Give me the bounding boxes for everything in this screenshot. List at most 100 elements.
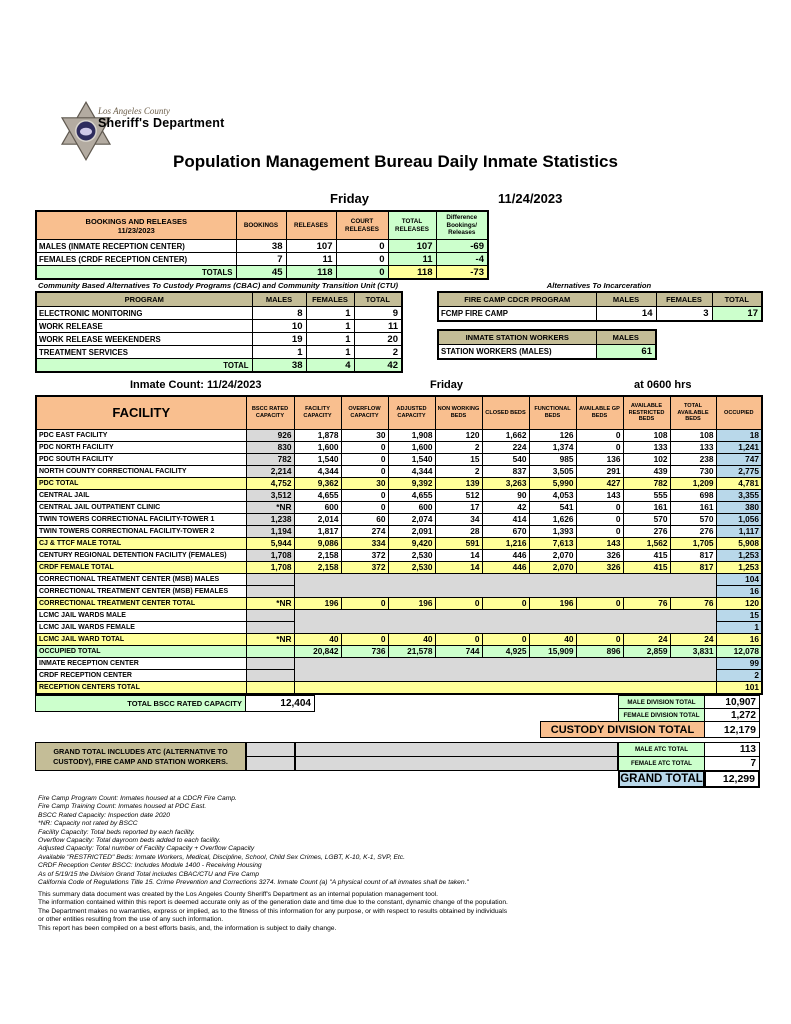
- facility-value: 2,014: [293, 513, 342, 526]
- facility-column-header: CLOSED BEDS: [481, 395, 530, 430]
- fire-camp-header-row: FIRE CAMP CDCR PROGRAM MALES FEMALES TOT…: [437, 291, 763, 307]
- cbac-table: PROGRAM MALES FEMALES TOTAL ELECTRONIC MONI…: [35, 291, 403, 373]
- facility-value: 570: [669, 513, 717, 526]
- inmate-count-day: Friday: [430, 379, 464, 391]
- facility-value: 1,393: [528, 525, 577, 538]
- bookings-column-header: Difference Bookings/ Releases: [435, 210, 489, 240]
- facility-value: 0: [340, 441, 389, 454]
- occupied-total-value: 896: [575, 645, 624, 658]
- facility-total-value: 143: [575, 537, 624, 550]
- facility-column-header: ADJUSTED CAPACITY: [387, 395, 436, 430]
- facility-value: 3,355: [715, 489, 763, 502]
- facility-value: 541: [528, 501, 577, 514]
- facility-value: 0: [575, 525, 624, 538]
- facility-total-value: 326: [575, 561, 624, 574]
- facility-value: 30: [340, 429, 389, 442]
- grand-total-row: GRAND TOTAL 12,299: [618, 770, 760, 788]
- female-atc-total-value: 7: [704, 756, 760, 771]
- facility-total-value: 1,253: [715, 561, 763, 574]
- facility-value: 90: [481, 489, 530, 502]
- facility-row-label: LCMC JAIL WARDS FEMALE: [35, 621, 247, 634]
- facility-total-value: 372: [340, 561, 389, 574]
- facility-value: 1,540: [387, 453, 436, 466]
- facility-total-value: 2,070: [528, 561, 577, 574]
- facility-value: 238: [669, 453, 717, 466]
- facility-value: 372: [340, 549, 389, 562]
- atc-note-box: GRAND TOTAL INCLUDES ATC (ALTERNATIVE TO…: [35, 742, 246, 771]
- custody-division-total-label: CUSTODY DIVISION TOTAL: [540, 721, 705, 738]
- male-division-total-label: MALE DIVISION TOTAL: [618, 695, 705, 709]
- facility-value: 120: [434, 429, 483, 442]
- facility-row: PDC SOUTH FACILITY 782 1,540 0 1,540 15 540 985…: [35, 453, 763, 466]
- facility-value: 830: [245, 441, 295, 454]
- facility-value: 15: [434, 453, 483, 466]
- cbac-section-title: Community Based Alternatives To Custody …: [38, 281, 399, 290]
- atc-spacer-wide-cell: [295, 742, 618, 757]
- facility-row: CORRECTIONAL TREATMENT CENTER TOTAL *NR 19…: [35, 597, 763, 610]
- facility-total-value: 120: [715, 597, 763, 610]
- footnote-line: As of 5/19/15 the Division Grand Total i…: [38, 870, 259, 878]
- facility-total-value: 5,990: [528, 477, 577, 490]
- footnote-line: Adjusted Capacity: Total number of Facil…: [38, 845, 255, 853]
- facility-column-header: FACILITY CAPACITY: [293, 395, 342, 430]
- facility-value: 414: [481, 513, 530, 526]
- facility-na-cell: [245, 573, 295, 586]
- facility-total-value: 591: [434, 537, 483, 550]
- disclaimer-line: The Department makes no warranties, expr…: [38, 907, 508, 915]
- facility-value: 985: [528, 453, 577, 466]
- facility-value: 2,158: [293, 549, 342, 562]
- facility-value: 2,074: [387, 513, 436, 526]
- facility-na-cell: [245, 657, 295, 670]
- facility-value: 415: [622, 549, 671, 562]
- footnote-line: CRDF Reception Center BSCC: Includes Mod…: [38, 862, 262, 870]
- station-workers-col-males: MALES: [595, 329, 657, 345]
- bookings-title-text: BOOKINGS AND RELEASES: [85, 216, 187, 226]
- facility-value: 326: [575, 549, 624, 562]
- fire-camp-col-females: FEMALES: [655, 291, 713, 307]
- facility-total-value: 196: [528, 597, 577, 610]
- station-workers-value: 61: [595, 344, 657, 360]
- facility-value: 133: [669, 441, 717, 454]
- cbac-value: 1: [305, 306, 355, 320]
- facility-total-value: 0: [340, 597, 389, 610]
- bookings-value: 107: [387, 239, 437, 253]
- facility-value: 0: [575, 429, 624, 442]
- female-division-total-value: 1,272: [704, 708, 760, 722]
- bookings-totals-value: 0: [335, 265, 389, 280]
- bookings-totals-label: TOTALS: [35, 265, 237, 280]
- report-date: 11/24/2023: [498, 191, 563, 206]
- bookings-value: -69: [435, 239, 489, 253]
- female-atc-total-row: FEMALE ATC TOTAL 7: [618, 756, 760, 771]
- bookings-column-header: TOTAL RELEASES: [387, 210, 437, 240]
- atc-spacer-wide-cell: [295, 756, 618, 771]
- cbac-column-header: MALES: [251, 291, 307, 307]
- female-division-total-label: FEMALE DIVISION TOTAL: [618, 708, 705, 722]
- cbac-total-value: 4: [305, 358, 355, 373]
- facility-value: 133: [622, 441, 671, 454]
- facility-total-label: PDC TOTAL: [35, 477, 247, 490]
- occupied-total-value: 744: [434, 645, 483, 658]
- facility-value: 0: [575, 441, 624, 454]
- facility-value: 2,530: [387, 549, 436, 562]
- bookings-column-header: COURT RELEASES: [335, 210, 389, 240]
- facility-total-value: 446: [481, 561, 530, 574]
- facility-value: 136: [575, 453, 624, 466]
- facility-value: 926: [245, 429, 295, 442]
- facility-row: PDC EAST FACILITY 926 1,878 30 1,908 120 1,662…: [35, 429, 763, 442]
- cbac-total-value: 42: [353, 358, 403, 373]
- fire-camp-total-value: 17: [711, 306, 763, 322]
- occupied-total-label: OCCUPIED TOTAL: [35, 645, 247, 658]
- facility-total-value: 9,086: [293, 537, 342, 550]
- facility-value: 1,374: [528, 441, 577, 454]
- facility-row: CORRECTIONAL TREATMENT CENTER (MSB) FEMA…: [35, 585, 763, 598]
- facility-total-value: 76: [622, 597, 671, 610]
- facility-occupied-value: 104: [715, 573, 763, 586]
- facility-value: 2: [434, 465, 483, 478]
- facility-total-value: 196: [293, 597, 342, 610]
- fire-camp-data-row: FCMP FIRE CAMP 14 3 17: [437, 306, 763, 322]
- facility-header-row: FACILITY BSCC RATED CAPACITY FACILITY CAPA…: [35, 395, 763, 430]
- fire-camp-males-value: 14: [595, 306, 657, 322]
- facility-value: 1,117: [715, 525, 763, 538]
- facility-row: PDC TOTAL 4,752 9,362 30 9,392 139 3,263 5,990 4…: [35, 477, 763, 490]
- bookings-value: 38: [235, 239, 287, 253]
